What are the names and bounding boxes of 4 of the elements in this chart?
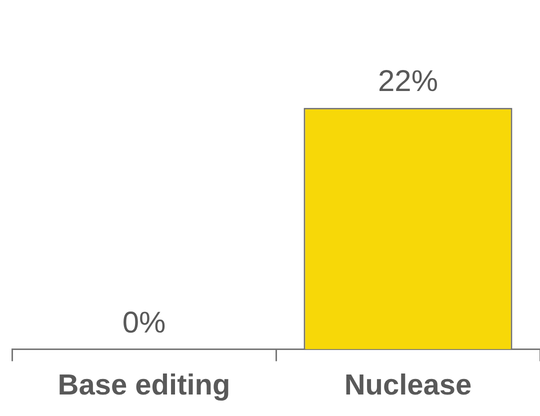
data-label: 0% [122, 306, 166, 340]
x-tick-label: Base editing [58, 370, 230, 402]
x-tick-label: Nuclease [344, 370, 472, 402]
data-label: 22% [378, 65, 438, 98]
